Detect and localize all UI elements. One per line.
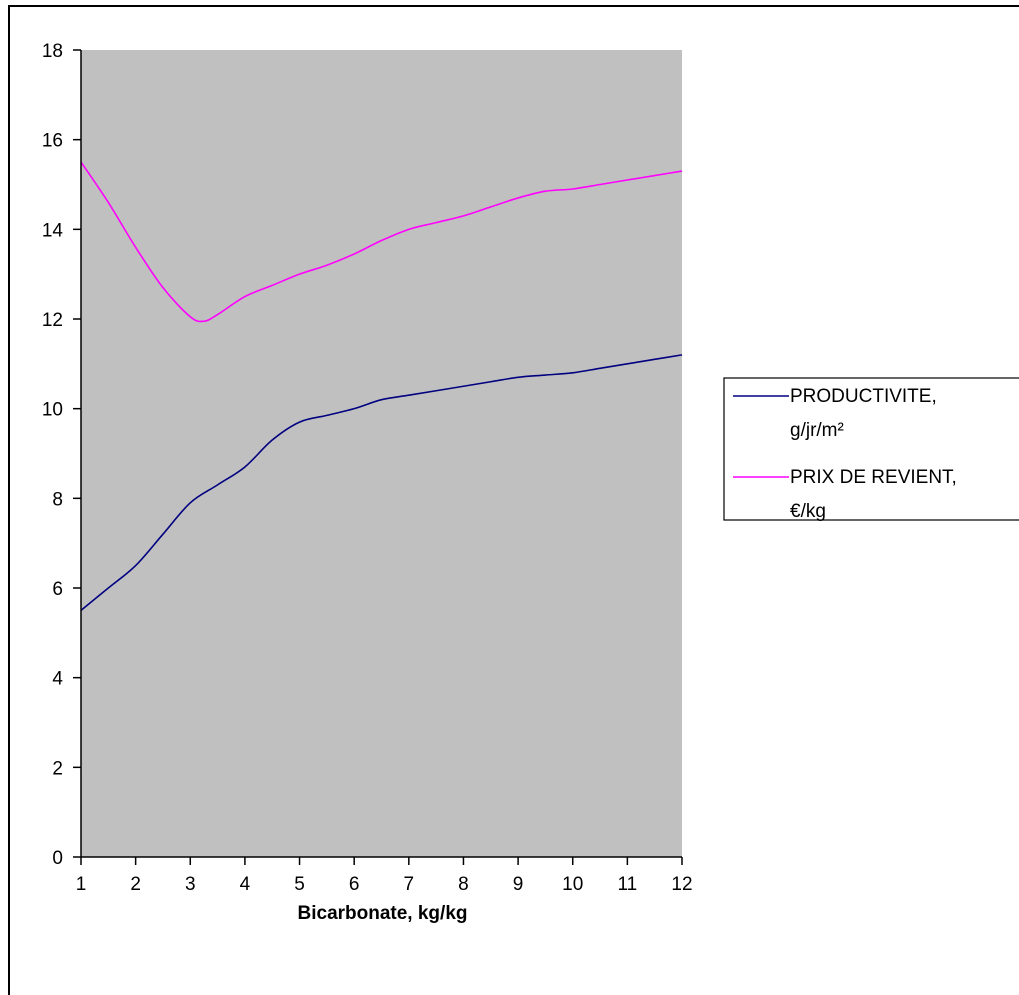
legend-label: PRODUCTIVITE, bbox=[790, 386, 937, 407]
y-tick-label: 16 bbox=[42, 131, 63, 152]
x-tick-label: 10 bbox=[562, 874, 583, 895]
x-tick-label: 3 bbox=[185, 874, 196, 895]
legend-label: €/kg bbox=[790, 501, 826, 522]
series-layer bbox=[80, 161, 683, 612]
x-tick-label: 8 bbox=[458, 874, 469, 895]
x-tick-label: 7 bbox=[404, 874, 415, 895]
y-tick-label: 6 bbox=[52, 579, 63, 600]
x-axis-title: Bicarbonate, kg/kg bbox=[298, 903, 468, 924]
series-line-2 bbox=[80, 161, 683, 323]
y-tick-label: 12 bbox=[42, 310, 63, 331]
y-tick-label: 10 bbox=[42, 400, 63, 421]
legend: PRODUCTIVITE, g/jr/m² PRIX DE REVIENT, €/kg bbox=[723, 377, 1019, 522]
x-tick-label: 6 bbox=[349, 874, 360, 895]
series-line-1 bbox=[80, 354, 683, 612]
legend-label: PRIX DE REVIENT, bbox=[790, 467, 957, 488]
chart-frame bbox=[8, 5, 1019, 995]
legend-box bbox=[723, 377, 1019, 521]
y-tick-label: 18 bbox=[42, 41, 63, 62]
x-tick-label: 5 bbox=[294, 874, 305, 895]
y-tick-label: 2 bbox=[52, 758, 63, 779]
x-tick-label: 1 bbox=[76, 874, 87, 895]
x-tick-label: 2 bbox=[130, 874, 141, 895]
legend-label: g/jr/m² bbox=[790, 420, 844, 441]
y-tick-label: 0 bbox=[52, 848, 63, 869]
plot-area bbox=[81, 50, 682, 857]
y-tick-label: 14 bbox=[42, 220, 64, 241]
x-tick-label: 9 bbox=[513, 874, 524, 895]
y-tick-label: 4 bbox=[52, 669, 63, 690]
x-tick-label: 11 bbox=[617, 874, 637, 895]
y-tick-label: 8 bbox=[52, 489, 63, 510]
x-tick-label: 4 bbox=[240, 874, 251, 895]
x-tick-label: 12 bbox=[671, 874, 692, 895]
